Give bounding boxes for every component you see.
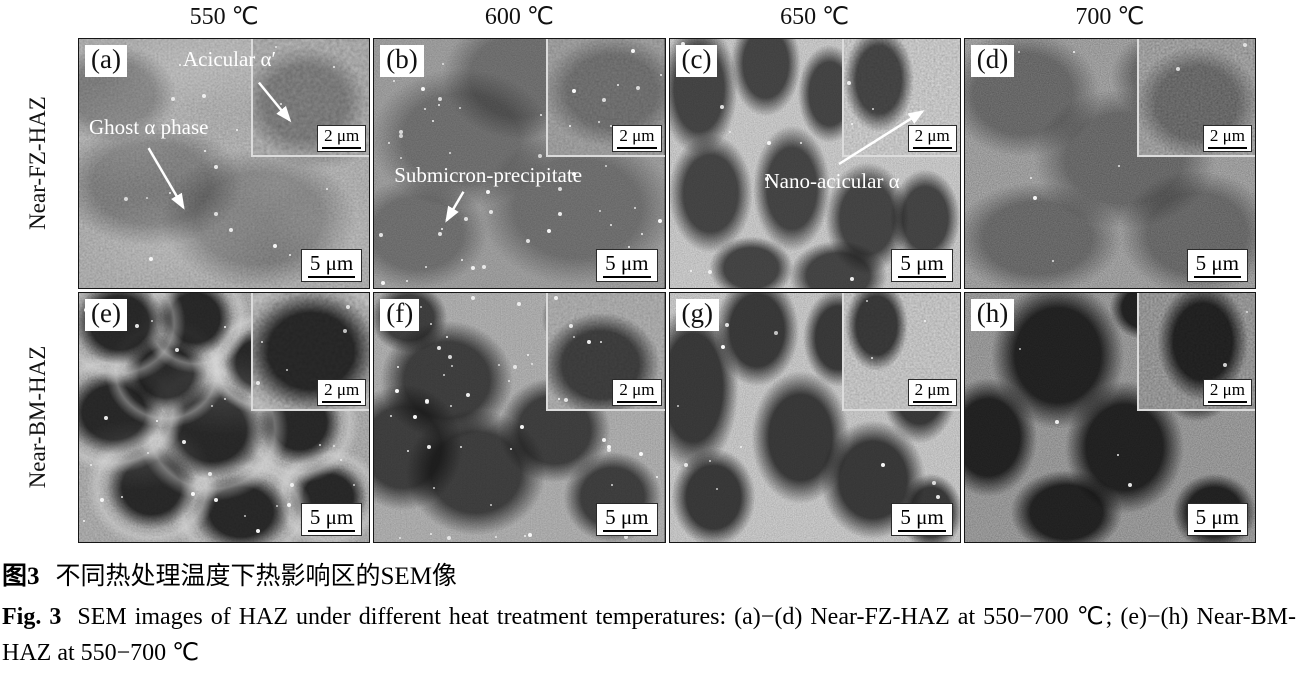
main-scale-label: 5 μm — [1193, 505, 1241, 532]
inset-scale-label: 2 μm — [1207, 126, 1247, 149]
main-scale-label: 5 μm — [307, 251, 356, 278]
main-scale-label: 5 μm — [898, 505, 946, 532]
caption-en-number: Fig. 3 — [2, 604, 62, 630]
inset-scale-label: 2 μm — [912, 380, 952, 403]
inset-scale-bar: 2 μm — [907, 379, 957, 406]
main-scale-bar: 5 μm — [1186, 502, 1248, 536]
column-headers: 550 ℃ 600 ℃ 650 ℃ 700 ℃ — [78, 2, 1256, 31]
magnified-inset-a: 2 μm — [251, 39, 370, 157]
main-scale-bar: 5 μm — [596, 248, 658, 282]
annotation-a-0: Acicular α′ — [183, 47, 277, 71]
inset-dots — [844, 39, 846, 41]
precipitate-dots — [670, 39, 672, 41]
magnified-inset-f: 2 μm — [546, 293, 665, 411]
column-header-600c: 600 ℃ — [484, 4, 554, 30]
inset-dots — [1139, 39, 1141, 41]
main-scale-bar: 5 μm — [300, 248, 363, 282]
precipitate-dots — [965, 39, 967, 41]
main-scale-label: 5 μm — [1193, 251, 1241, 278]
annotation-c-0: Nano-acicular α — [764, 169, 900, 193]
main-scale-label: 5 μm — [603, 251, 651, 278]
main-scale-bar: 5 μm — [300, 502, 363, 536]
panel-label-c: (c) — [675, 44, 718, 77]
annotation-a-1: Ghost α phase — [89, 115, 209, 139]
sem-panel-a: 2 μm (a) 5 μm Acicular α′ Ghost α phase — [78, 38, 371, 289]
panel-label-g: (g) — [675, 298, 719, 331]
caption-zh-text: 不同热处理温度下热影响区的SEM像 — [55, 563, 457, 590]
inset-scale-label: 2 μm — [617, 126, 657, 149]
inset-scale-bar: 2 μm — [317, 379, 367, 406]
precipitate-dots — [79, 293, 81, 295]
inset-dots — [844, 293, 846, 295]
inset-scale-bar: 2 μm — [612, 379, 662, 406]
caption-chinese: 图3 不同热处理温度下热影响区的SEM像 — [2, 556, 1296, 592]
sem-panel-g: 2 μm (g) 5 μm — [668, 292, 961, 543]
inset-scale-bar: 2 μm — [907, 125, 957, 152]
panel-label-h: (h) — [970, 298, 1015, 331]
caption-en-text: SEM images of HAZ under different heat t… — [2, 604, 1296, 666]
main-scale-label: 5 μm — [898, 251, 946, 278]
inset-scale-bar: 2 μm — [1202, 125, 1252, 152]
precipitate-dots — [79, 39, 81, 41]
magnified-inset-b: 2 μm — [546, 39, 665, 157]
panel-label-b: (b) — [380, 44, 424, 77]
sem-panel-e: 2 μm (e) 5 μm — [78, 292, 371, 543]
main-scale-bar: 5 μm — [891, 248, 953, 282]
panel-label-e: (e) — [85, 298, 127, 331]
inset-dots — [1139, 293, 1141, 295]
main-scale-bar: 5 μm — [891, 502, 953, 536]
precipitate-dots — [965, 293, 967, 295]
inset-scale-bar: 2 μm — [1202, 379, 1252, 406]
magnified-inset-h: 2 μm — [1136, 293, 1255, 411]
precipitate-dots — [670, 293, 672, 295]
panel-label-a: (a) — [85, 44, 127, 77]
inset-scale-label: 2 μm — [1207, 380, 1247, 403]
panel-label-d: (d) — [970, 44, 1015, 77]
sem-panel-d: 2 μm (d) 5 μm — [963, 38, 1256, 289]
sem-panel-h: 2 μm (h) 5 μm — [963, 292, 1256, 543]
main-scale-label: 5 μm — [603, 505, 651, 532]
magnified-inset-e: 2 μm — [251, 293, 370, 411]
figure-caption: 图3 不同热处理温度下热影响区的SEM像 Fig. 3 SEM images of … — [0, 556, 1298, 671]
sem-panel-c: 2 μm (c) 5 μm Nano-acicular α — [668, 38, 961, 289]
column-header-700c: 700 ℃ — [1075, 4, 1145, 30]
main-scale-bar: 5 μm — [1186, 248, 1248, 282]
row-label-near-fz-haz: Near-FZ-HAZ — [25, 96, 50, 230]
column-header-550c: 550 ℃ — [189, 4, 259, 30]
inset-scale-label: 2 μm — [617, 380, 657, 403]
inset-scale-bar: 2 μm — [612, 125, 662, 152]
magnified-inset-g: 2 μm — [841, 293, 960, 411]
annotation-b-0: Submicron-precipitate — [394, 163, 583, 187]
caption-zh-number: 图3 — [2, 563, 40, 590]
sem-image-grid: 2 μm (a) 5 μm Acicular α′ Ghost α phase 2 — [78, 38, 1256, 543]
inset-scale-label: 2 μm — [912, 126, 952, 149]
main-scale-bar: 5 μm — [596, 502, 658, 536]
column-header-650c: 650 ℃ — [780, 4, 850, 30]
caption-english: Fig. 3 SEM images of HAZ under different … — [2, 599, 1296, 671]
inset-scale-label: 2 μm — [322, 126, 362, 149]
panel-label-f: (f) — [380, 298, 420, 331]
row-label-near-bm-haz: Near-BM-HAZ — [25, 345, 50, 489]
inset-scale-label: 2 μm — [322, 380, 362, 403]
main-scale-label: 5 μm — [307, 505, 356, 532]
inset-scale-bar: 2 μm — [317, 125, 367, 152]
sem-panel-b: 2 μm (b) 5 μm Submicron-precipitate — [373, 38, 666, 289]
sem-panel-f: 2 μm (f) 5 μm — [373, 292, 666, 543]
magnified-inset-d: 2 μm — [1136, 39, 1255, 157]
magnified-inset-c: 2 μm — [841, 39, 960, 157]
